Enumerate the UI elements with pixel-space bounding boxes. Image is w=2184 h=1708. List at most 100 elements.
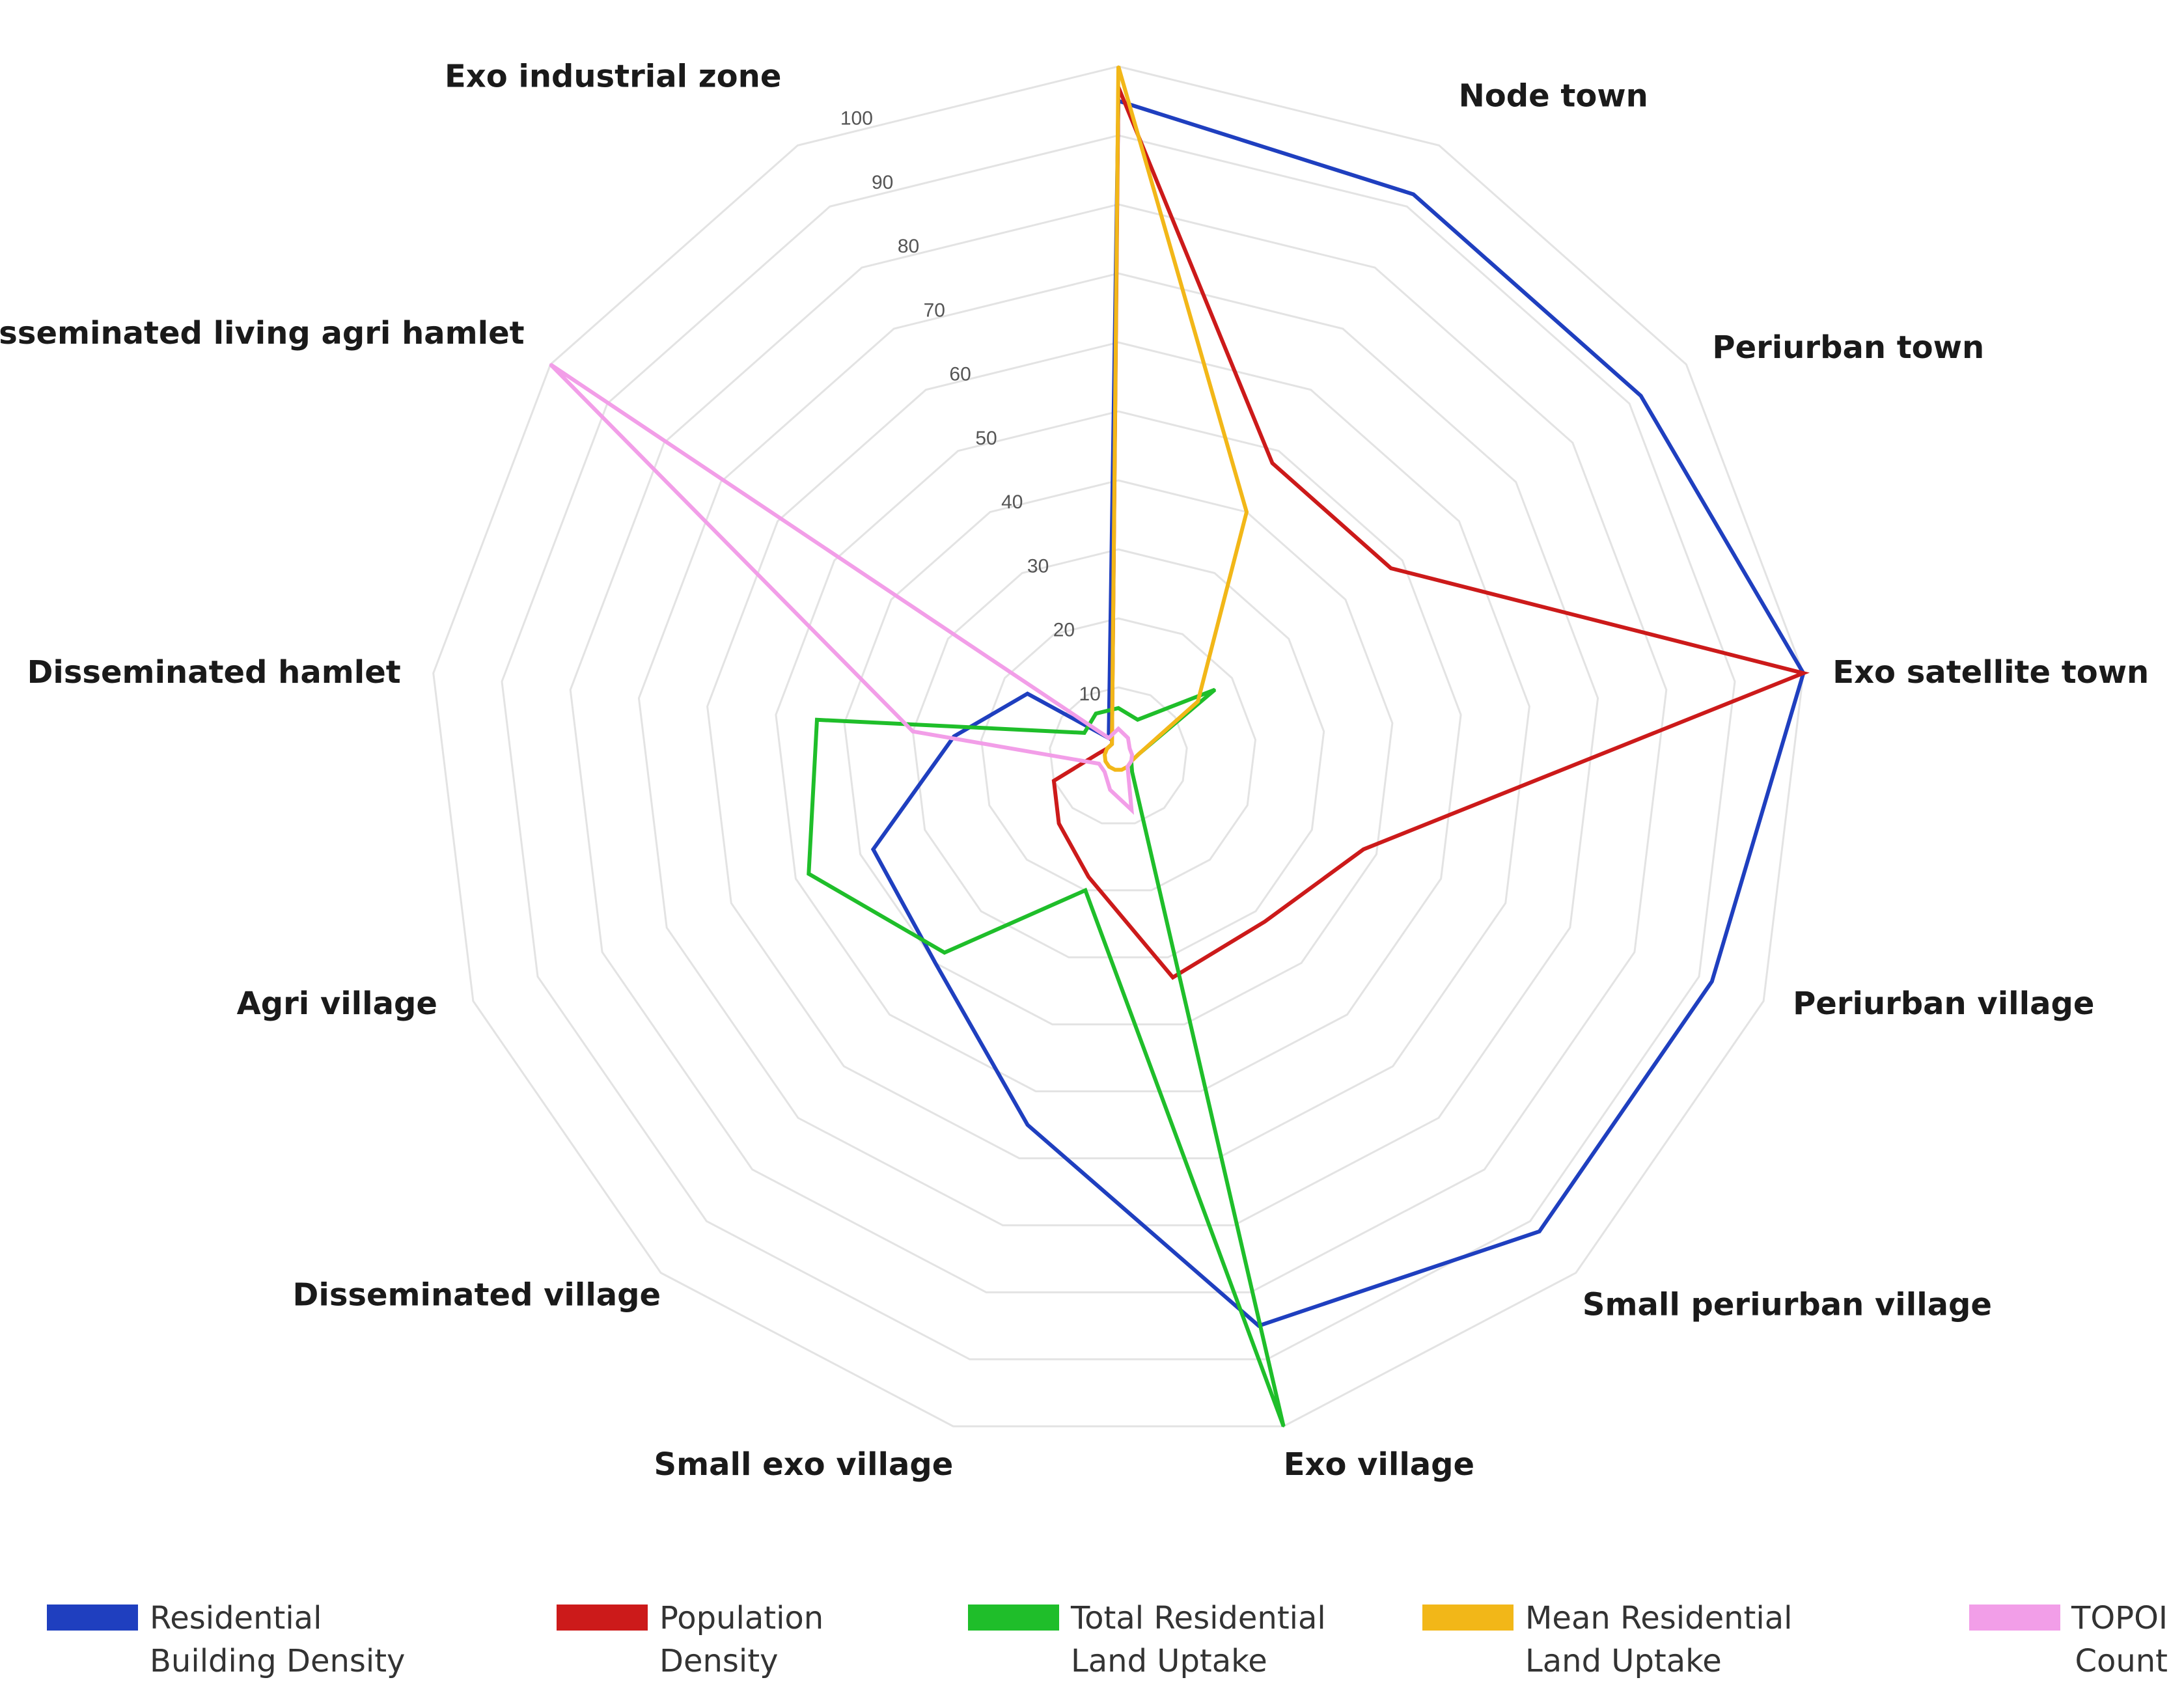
legend-label: Land Uptake: [1071, 1643, 1267, 1679]
category-label: Exo village: [1284, 1446, 1474, 1483]
series-line-mean-residential-land-uptake: [1102, 66, 1249, 772]
tick-label: 10: [1079, 683, 1101, 705]
legend-label: Density: [659, 1643, 778, 1679]
data-point-total-residential-land-uptake: [1282, 1425, 1285, 1427]
data-series: [549, 65, 1810, 1427]
data-point-topoi-count: [1130, 808, 1133, 811]
legend-label: Land Uptake: [1525, 1643, 1722, 1679]
data-point-mean-residential-land-uptake: [1103, 753, 1106, 756]
category-label: Periurban town: [1712, 329, 1984, 366]
grid-ring-70: [637, 272, 1599, 1226]
data-point-topoi-count: [1130, 760, 1133, 762]
legend-label: Residential: [150, 1600, 322, 1636]
legend-label: Population: [659, 1600, 823, 1636]
series-line-topoi-count: [549, 363, 1135, 815]
legend-swatch: [1969, 1605, 2060, 1631]
data-point-population-density: [1172, 976, 1174, 979]
data-point-topoi-count: [1117, 728, 1120, 730]
category-label: Disseminated living agri hamlet: [0, 315, 525, 351]
data-point-mean-residential-land-uptake: [1196, 700, 1199, 703]
data-point-mean-residential-land-uptake: [1138, 752, 1140, 755]
category-label: Agri village: [237, 985, 437, 1022]
data-point-mean-residential-land-uptake: [1117, 65, 1120, 68]
data-point-residential-building-density: [1027, 1123, 1029, 1126]
data-point-residential-building-density: [934, 961, 937, 964]
legend-label: Total Residential: [1070, 1600, 1326, 1636]
grid-ring-90: [501, 134, 1736, 1360]
data-point-mean-residential-land-uptake: [1108, 765, 1111, 768]
legend-label: Mean Residential: [1525, 1600, 1792, 1636]
grid-ring-20: [980, 617, 1257, 892]
tick-label: 30: [1027, 555, 1049, 577]
category-label: Small exo village: [654, 1446, 954, 1483]
data-point-population-density: [1053, 780, 1055, 782]
data-point-total-residential-land-uptake: [1137, 719, 1139, 721]
data-point-total-residential-land-uptake: [816, 719, 818, 721]
tick-label: 90: [872, 172, 893, 193]
legend: Residential Building Density Population Den…: [47, 1600, 2168, 1679]
tick-label: 100: [840, 108, 873, 130]
data-point-total-residential-land-uptake: [1083, 732, 1086, 734]
data-point-topoi-count: [1131, 753, 1133, 756]
grid-ring-80: [569, 203, 1668, 1293]
data-point-topoi-count: [1126, 765, 1129, 768]
data-point-population-density: [1058, 822, 1060, 825]
radar-grid: [432, 65, 1804, 1427]
data-point-population-density: [1390, 567, 1392, 570]
category-label: Exo industrial zone: [445, 58, 781, 94]
grid-ring-60: [706, 341, 1530, 1159]
legend-swatch: [1422, 1605, 1514, 1631]
data-point-topoi-count: [1103, 771, 1106, 773]
data-point-topoi-count: [911, 730, 914, 733]
data-point-total-residential-land-uptake: [1117, 707, 1120, 709]
data-point-population-density: [1802, 672, 1804, 674]
data-point-topoi-count: [1098, 762, 1100, 765]
data-point-population-density: [1264, 920, 1266, 923]
category-label: Exo satellite town: [1832, 654, 2149, 691]
grid-ring-30: [911, 548, 1325, 959]
data-point-residential-building-density: [1711, 980, 1713, 983]
legend-label: Building Density: [150, 1643, 405, 1679]
series-line-residential-building-density: [870, 98, 1806, 1329]
series-line-population-density: [1051, 86, 1810, 980]
data-point-total-residential-land-uptake: [943, 952, 946, 954]
data-point-total-residential-land-uptake: [1095, 712, 1097, 715]
data-point-topoi-count: [549, 363, 552, 366]
data-point-topoi-count: [1127, 737, 1129, 739]
data-point-residential-building-density: [872, 848, 874, 851]
data-point-topoi-count: [1128, 747, 1131, 750]
radial-tick-labels: 10 20 30 40 50 60 70 80 90 100: [840, 108, 1101, 705]
tick-label: 20: [1053, 620, 1075, 641]
data-point-population-density: [1096, 752, 1099, 755]
data-point-residential-building-density: [1412, 193, 1415, 195]
tick-label: 50: [975, 428, 997, 449]
legend-swatch: [557, 1605, 648, 1631]
legend-label: Count: [2075, 1643, 2168, 1679]
data-point-residential-building-density: [1640, 394, 1642, 397]
category-label: Small periurban village: [1583, 1286, 1992, 1323]
legend-swatch: [968, 1605, 1059, 1631]
data-point-residential-building-density: [1026, 693, 1029, 695]
data-point-mean-residential-land-uptake: [1245, 511, 1248, 514]
category-label: Periurban village: [1793, 985, 2094, 1022]
data-point-mean-residential-land-uptake: [1104, 760, 1107, 762]
category-label: Node town: [1459, 77, 1648, 114]
tick-label: 60: [949, 364, 971, 385]
data-point-population-density: [1271, 462, 1273, 464]
data-point-population-density: [1362, 848, 1365, 851]
tick-label: 70: [924, 299, 945, 321]
data-point-topoi-count: [1109, 789, 1111, 791]
data-point-topoi-count: [1107, 737, 1110, 739]
data-point-mean-residential-land-uptake: [1106, 747, 1109, 750]
legend-swatch: [47, 1605, 138, 1631]
tick-label: 80: [898, 236, 919, 257]
data-point-total-residential-land-uptake: [1084, 889, 1086, 892]
category-label: Disseminated village: [293, 1276, 661, 1313]
data-point-population-density: [1087, 875, 1090, 878]
data-point-mean-residential-land-uptake: [1111, 743, 1113, 745]
grid-ring-100: [432, 65, 1804, 1427]
data-point-total-residential-land-uptake: [807, 872, 810, 875]
data-point-total-residential-land-uptake: [1213, 689, 1216, 691]
